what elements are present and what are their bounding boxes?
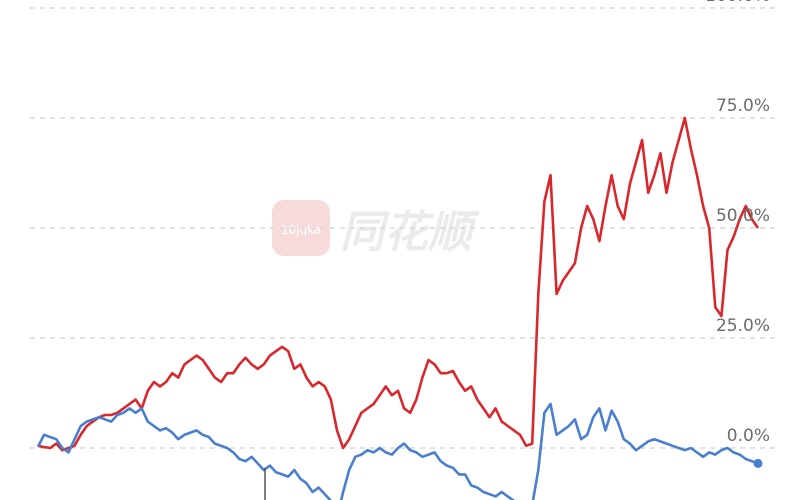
series-line-red <box>37 116 760 452</box>
watermark-logo-text: 10jqka <box>281 223 321 237</box>
watermark: 10jqka 同花顺 <box>272 200 480 258</box>
y-tick-label: 25.0% <box>716 316 770 336</box>
grid <box>30 7 775 449</box>
y-tick-label: 0.0% <box>727 426 770 446</box>
y-tick-label: 100.0% <box>705 0 770 6</box>
y-axis-labels: 0.0% 25.0% 50.0% 75.0% 100.0% <box>705 0 770 446</box>
y-tick-label: 50.0% <box>716 206 770 226</box>
y-tick-label: 75.0% <box>716 96 770 116</box>
series-end-marker <box>753 458 763 468</box>
series-lines <box>36 116 763 500</box>
watermark-text: 同花顺 <box>340 207 480 258</box>
series-line-blue <box>36 402 759 500</box>
